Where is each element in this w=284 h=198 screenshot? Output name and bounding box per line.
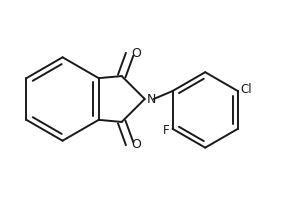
Text: O: O <box>131 138 141 151</box>
Text: O: O <box>131 47 141 60</box>
Text: Cl: Cl <box>241 83 252 96</box>
Text: N: N <box>147 92 156 106</box>
Text: F: F <box>163 124 170 137</box>
